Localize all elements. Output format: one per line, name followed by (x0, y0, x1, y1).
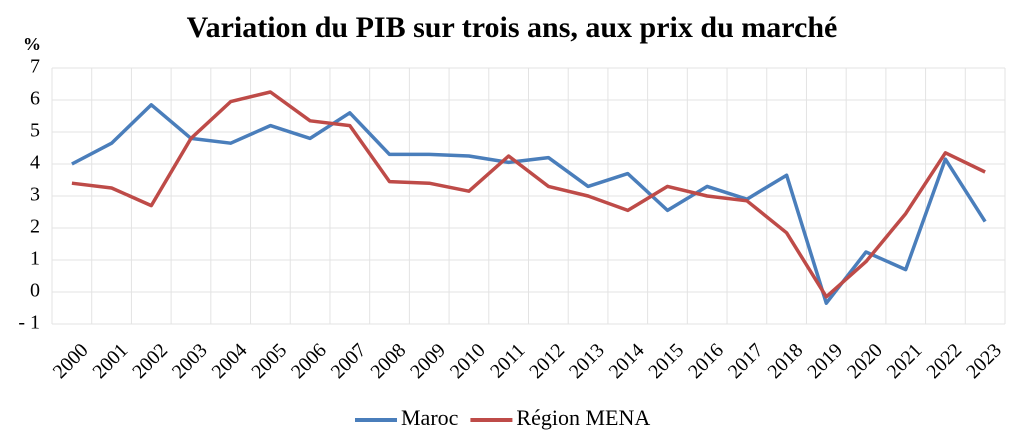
series-line (71, 103, 987, 305)
x-tick-label: 2006 (287, 339, 331, 383)
x-tick-label: 2016 (684, 339, 728, 383)
series-line (71, 90, 986, 299)
y-tick-label: 6 (30, 88, 40, 110)
x-tick-label: 2019 (803, 339, 847, 383)
x-tick-label: 2002 (128, 339, 172, 383)
chart-title: Variation du PIB sur trois ans, aux prix… (187, 11, 838, 44)
x-tick-label: 2009 (406, 339, 450, 383)
x-tick-label: 2015 (644, 339, 688, 383)
y-axis-label: % (23, 34, 41, 54)
y-tick-label: 0 (30, 280, 40, 302)
y-tick-label: 5 (30, 120, 40, 142)
x-tick-label: 2004 (208, 339, 252, 383)
legend-label: Région MENA (516, 405, 650, 430)
x-tick-label: 2021 (883, 339, 927, 383)
y-tick-label: 1 (30, 248, 40, 270)
x-tick-label: 2017 (724, 339, 768, 383)
x-tick-label: 2022 (922, 339, 966, 383)
x-tick-label: 2012 (525, 339, 569, 383)
y-tick-label: 2 (30, 216, 40, 238)
legend-label: Maroc (401, 405, 459, 430)
x-tick-label: 2018 (764, 339, 808, 383)
x-tick-label: 2010 (446, 339, 490, 383)
x-tick-label: 2003 (168, 339, 212, 383)
x-tick-label: 2023 (962, 339, 1006, 383)
x-tick-label: 2013 (565, 339, 609, 383)
x-tick-label: 2005 (247, 339, 291, 383)
x-tick-label: 2000 (49, 339, 93, 383)
x-tick-label: 2020 (843, 339, 887, 383)
x-tick-label: 2014 (605, 339, 649, 383)
y-tick-label: 7 (30, 56, 40, 78)
x-tick-label: 2011 (486, 339, 529, 382)
y-tick-label: 4 (30, 152, 40, 174)
x-tick-label: 2001 (89, 339, 133, 383)
y-tick-label: - 1 (18, 312, 40, 334)
x-tick-label: 2008 (366, 339, 410, 383)
y-tick-label: 3 (30, 184, 40, 206)
x-tick-label: 2007 (327, 339, 371, 383)
